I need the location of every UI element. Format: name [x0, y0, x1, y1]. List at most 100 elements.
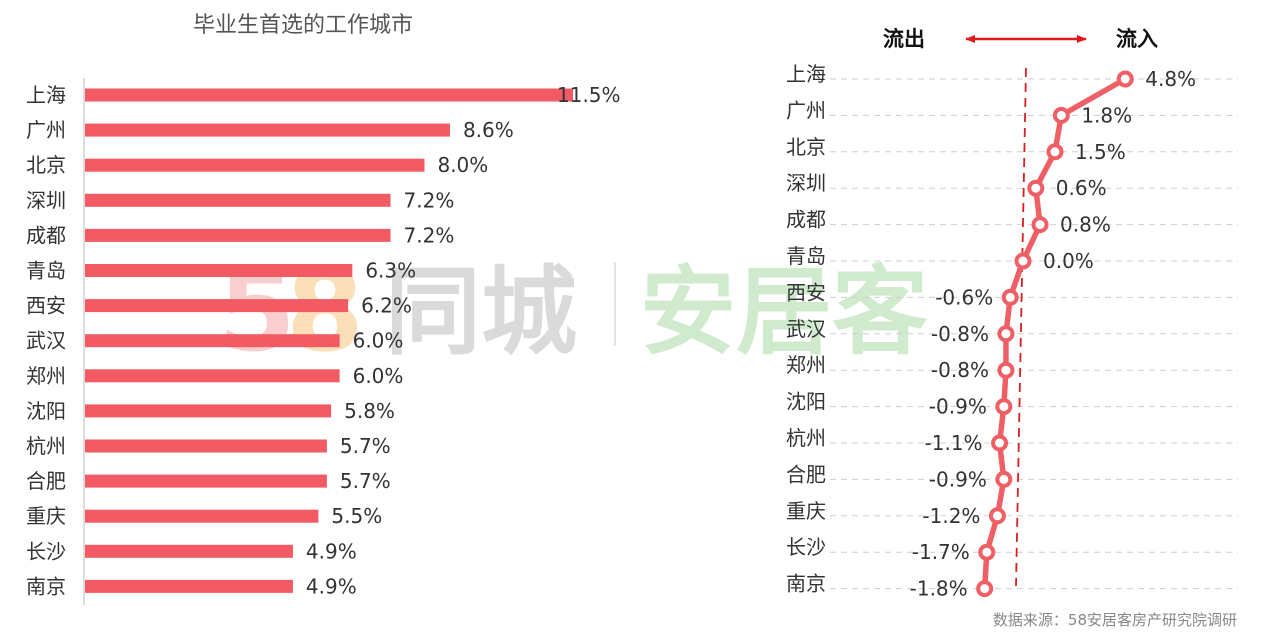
watermark-divider [614, 262, 616, 346]
bar-value-label: 4.9% [306, 539, 357, 563]
bar-value-label: 6.0% [353, 364, 404, 388]
bar [85, 193, 391, 207]
series-point [991, 434, 1009, 452]
bar [85, 369, 340, 383]
bar-category-label: 沈阳 [26, 399, 66, 423]
series-point [1001, 288, 1019, 306]
bar [85, 404, 332, 418]
bar [85, 228, 391, 242]
bar-value-label: 11.5% [557, 83, 621, 107]
point-value-label: -0.9% [929, 467, 987, 491]
bar-category-label: 北京 [26, 153, 66, 177]
bar-value-label: 8.0% [437, 153, 488, 177]
data-source: 数据来源：58安居客房产研究院调研 [993, 611, 1237, 629]
series-point [1052, 106, 1070, 124]
line-category-label: 长沙 [786, 535, 826, 559]
watermark-brand-tongcheng: 同城 [385, 256, 577, 368]
line-category-label: 沈阳 [786, 390, 826, 414]
line-category-label: 南京 [786, 572, 826, 596]
line-category-label: 合肥 [786, 462, 826, 486]
bar [85, 158, 425, 172]
bar-category-label: 合肥 [26, 469, 66, 493]
point-value-label: 1.5% [1075, 140, 1126, 164]
watermark-brand-anjuke: 安居客 [640, 256, 928, 368]
bar-category-label: 重庆 [26, 504, 66, 528]
series-point [995, 470, 1013, 488]
series-point [997, 325, 1015, 343]
series-point [978, 543, 996, 561]
bar-category-label: 郑州 [26, 364, 66, 388]
bar [85, 334, 340, 348]
series-point [1116, 70, 1134, 88]
line-category-label: 北京 [786, 135, 826, 159]
point-value-label: 0.6% [1056, 176, 1107, 200]
bar-value-label: 6.3% [365, 259, 416, 283]
line-category-label: 郑州 [786, 353, 826, 377]
bar-category-label: 深圳 [26, 188, 66, 212]
series-point [995, 398, 1013, 416]
bar-value-label: 8.6% [463, 118, 514, 142]
bar-category-label: 西安 [26, 294, 66, 318]
point-value-label: -0.9% [929, 395, 987, 419]
bar-category-label: 武汉 [26, 329, 66, 353]
point-value-label: -0.6% [935, 285, 993, 309]
bar-value-label: 7.2% [404, 188, 455, 212]
series-point [988, 507, 1006, 525]
line-category-label: 西安 [786, 280, 826, 304]
series-point [1031, 216, 1049, 234]
line-category-label: 成都 [786, 208, 826, 232]
line-category-label: 武汉 [786, 317, 826, 341]
bar-value-label: 5.7% [340, 469, 391, 493]
bar [85, 264, 353, 277]
bar-chart-title: 毕业生首选的工作城市 [193, 13, 413, 38]
bar-category-label: 杭州 [26, 434, 66, 458]
series-point [1027, 179, 1045, 197]
header-inflow: 流入 [1116, 27, 1158, 51]
line-category-label: 重庆 [786, 499, 826, 523]
bar-value-label: 5.7% [340, 434, 391, 458]
point-value-label: 0.8% [1060, 213, 1111, 237]
point-value-label: 1.8% [1081, 103, 1132, 127]
line-category-label: 上海 [786, 62, 826, 86]
bar [85, 474, 327, 488]
bar-category-label: 青岛 [26, 259, 66, 283]
header-outflow: 流出 [883, 27, 925, 51]
bar-value-label: 7.2% [404, 223, 455, 247]
bar-value-label: 4.9% [306, 574, 357, 598]
bar-category-label: 成都 [26, 223, 66, 247]
series-point [997, 361, 1015, 379]
series-point [1014, 252, 1032, 270]
bar-value-label: 5.5% [331, 504, 382, 528]
bar [85, 509, 319, 523]
bar [85, 123, 450, 137]
line-category-label: 广州 [786, 98, 826, 122]
point-value-label: -1.8% [910, 577, 968, 601]
series-point [1046, 143, 1064, 161]
bar-value-label: 5.8% [344, 399, 395, 423]
series-point [976, 580, 994, 598]
bar [85, 579, 293, 593]
bar-category-label: 上海 [26, 83, 66, 107]
bar [85, 544, 293, 558]
point-value-label: -0.8% [931, 322, 989, 346]
point-value-label: 0.0% [1043, 249, 1094, 273]
point-value-label: -1.2% [922, 504, 980, 528]
bar-category-label: 广州 [26, 118, 66, 142]
point-value-label: 4.8% [1145, 67, 1196, 91]
line-category-label: 深圳 [786, 171, 826, 195]
line-category-label: 杭州 [786, 426, 826, 450]
bar [85, 439, 327, 453]
bar-value-label: 6.0% [353, 329, 404, 353]
bar-category-label: 长沙 [26, 539, 66, 563]
bar [85, 299, 349, 313]
bar-category-label: 南京 [26, 574, 66, 598]
point-value-label: -0.8% [931, 358, 989, 382]
point-value-label: -1.7% [912, 540, 970, 564]
reference-line [1015, 67, 1027, 587]
point-value-label: -1.1% [925, 431, 983, 455]
bar [85, 88, 573, 102]
bar-value-label: 6.2% [361, 294, 412, 318]
bar-chart-plot: 上海 11.5% 广州 8.6% 北京 8.0% 深圳 7.2% 成都 7.2% 青岛 6.3% 西安 6… [26, 83, 621, 598]
